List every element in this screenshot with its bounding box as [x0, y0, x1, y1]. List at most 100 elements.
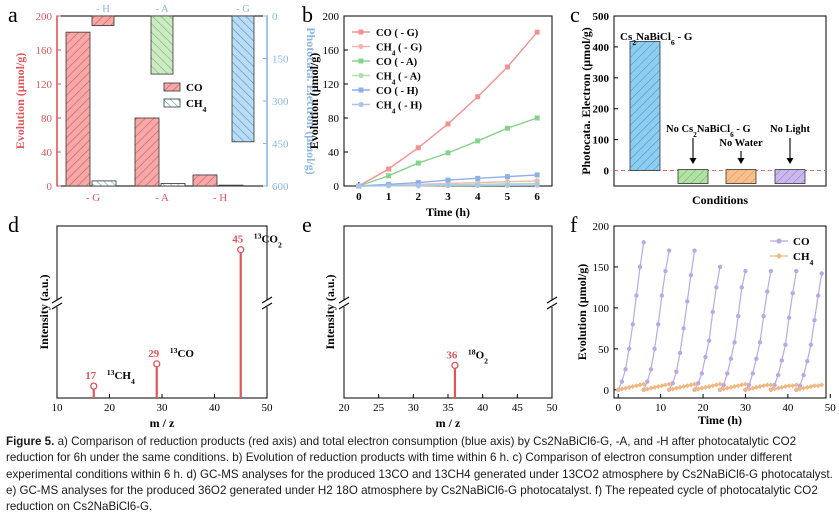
series-point	[717, 381, 723, 387]
series-point	[648, 367, 654, 372]
x-tick-label: 30	[408, 402, 420, 414]
series-point	[808, 384, 814, 390]
legend-label-txt: CH	[793, 251, 810, 263]
legend-label-sub: 4	[810, 258, 814, 267]
x-tick-label: 50	[262, 402, 274, 414]
series-point	[717, 387, 723, 393]
series-point	[655, 384, 661, 390]
x-tick-label: 45	[512, 402, 524, 414]
series-point	[703, 354, 708, 360]
y2-tick-label: 150	[272, 54, 289, 66]
peak-species-sub: 2	[484, 356, 488, 365]
peak-marker	[90, 382, 98, 390]
series-point	[721, 382, 726, 388]
axis-break-gap	[262, 300, 272, 307]
top-label: - H	[96, 4, 110, 15]
legend-label: CH4 ( - G)	[376, 43, 422, 58]
peak-mz: 36	[446, 349, 458, 361]
series-point	[750, 385, 756, 391]
y-axis-label: Evolution (μmol/g)	[13, 53, 27, 149]
series-point	[644, 386, 650, 392]
series-point	[761, 313, 766, 319]
x-tick-label: 6	[534, 191, 540, 203]
series-point	[786, 383, 792, 389]
y-axis-label: Intensity (a.u.)	[323, 274, 337, 349]
x-tick-label: 10	[52, 402, 64, 414]
x-axis-label: Time (h)	[426, 205, 470, 219]
plot-frame	[343, 225, 553, 399]
y-tick-label: 0	[604, 166, 610, 178]
series-point	[717, 264, 723, 270]
bar-label-txt: NaBiCl	[697, 124, 730, 135]
series-point	[641, 381, 647, 387]
axis-break	[51, 296, 63, 304]
peak-species-txt: O	[476, 349, 485, 361]
legend-label: CO ( - G)	[376, 28, 419, 39]
series-point	[652, 346, 657, 352]
panel-b: b 0 40 80 120 160 200 0 1 2 3 4 5 6 Time (h) Evolution …	[302, 2, 553, 219]
legend-label-txt: CH	[376, 101, 392, 112]
series-point	[764, 382, 770, 388]
series-point	[808, 342, 814, 347]
legend-label: CO ( - A)	[376, 57, 418, 68]
series-point	[779, 358, 784, 363]
bar-ch4	[218, 184, 244, 187]
series-point	[666, 381, 672, 387]
series-point	[768, 387, 774, 393]
peak-species-txt: CH	[114, 370, 131, 382]
x-tick-label: - A	[155, 192, 169, 204]
series-point	[706, 384, 712, 390]
series-point	[757, 340, 763, 345]
series-point	[623, 385, 629, 391]
series-point	[695, 386, 701, 392]
series-point	[779, 384, 785, 390]
legend-label: CH4	[793, 251, 814, 267]
series-point	[739, 285, 745, 290]
series-point	[793, 382, 799, 388]
series-point	[619, 379, 625, 384]
arrow-head	[689, 158, 697, 164]
legend-label-txt: CH	[376, 43, 392, 54]
peak-species: 13CO	[170, 345, 195, 360]
series-line	[744, 270, 772, 391]
series-point	[775, 385, 781, 391]
series-point	[790, 383, 796, 389]
series-point	[772, 386, 778, 392]
y-tick-label: 500	[593, 11, 610, 23]
series-point	[504, 64, 510, 70]
panel-letter-b: b	[302, 2, 313, 27]
peak-marker	[451, 361, 459, 370]
series-point	[793, 387, 799, 393]
series-point	[724, 385, 730, 391]
x-tick-label: 40	[782, 402, 794, 414]
y-tick-label: 80	[328, 113, 340, 125]
peak-label: 36	[446, 349, 458, 361]
peak-species-txt: CO	[261, 234, 278, 246]
series-point	[445, 150, 451, 156]
series-point	[386, 166, 392, 172]
series-point	[356, 183, 362, 189]
legend-label-txt: CH	[376, 72, 392, 83]
series-point	[783, 342, 788, 347]
series-point	[699, 385, 705, 391]
series-point	[656, 322, 661, 327]
y-axis-label: Evolution (μmol/g)	[575, 264, 589, 360]
peak-mz: 45	[232, 234, 244, 246]
series-point	[732, 340, 737, 345]
series-point	[504, 174, 510, 180]
series-point	[695, 381, 701, 386]
y-tick-label: 40	[41, 147, 53, 159]
peak-label: 45	[232, 234, 244, 246]
bar	[774, 169, 806, 184]
bar-label-txt: No Cs	[666, 124, 693, 135]
series-point	[663, 268, 668, 274]
peak-marker	[237, 246, 245, 254]
bar-label-sub: 2	[693, 130, 697, 139]
bar-ch4	[160, 183, 186, 187]
bar-label: No Light	[770, 124, 810, 135]
peak-species-sup: 13	[107, 368, 115, 377]
peak-marker	[153, 360, 161, 368]
axis-break-gap	[52, 300, 62, 307]
y-tick-label: 200	[593, 104, 610, 116]
legend-label-txt: CO	[793, 236, 810, 248]
